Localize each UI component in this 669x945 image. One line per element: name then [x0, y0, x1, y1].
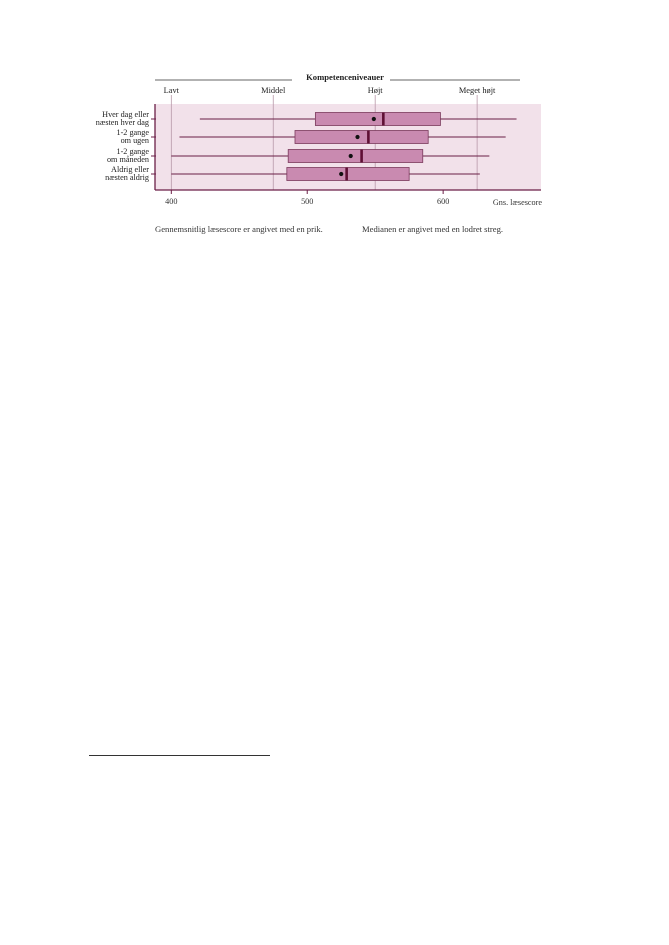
mean-dot: [348, 153, 353, 159]
mean-dot: [371, 116, 376, 122]
x-tick-label: 600: [437, 197, 449, 206]
x-axis-label: Gns. læsescore: [493, 198, 542, 207]
category-label: næsten hver dag: [96, 118, 149, 127]
box: [286, 167, 410, 181]
box: [287, 149, 424, 163]
reference-label: Middel: [261, 86, 286, 95]
category-label: næsten aldrig: [105, 173, 149, 182]
category-label: Hver dag eller: [102, 110, 149, 119]
reference-label: Lavt: [164, 86, 180, 95]
chart-title: Kompetenceniveauer: [306, 72, 384, 82]
mean-dot: [339, 171, 344, 177]
category-label: 1-2 gange: [116, 147, 149, 156]
category-label: 1-2 gange: [116, 128, 149, 137]
box: [294, 130, 429, 144]
median-note: Medianen er angivet med en lodret streg.: [362, 224, 504, 234]
category-label: Aldrig eller: [111, 165, 149, 174]
reference-label: Højt: [368, 86, 384, 95]
footnote-rule: [89, 755, 270, 756]
reference-label: Meget højt: [459, 86, 496, 95]
mean-dot: [355, 134, 360, 140]
category-label: om ugen: [121, 136, 149, 145]
x-tick-label: 400: [165, 197, 177, 206]
category-label: om måneden: [107, 155, 149, 164]
mean-note: Gennemsnitlig læsescore er angivet med e…: [155, 224, 323, 234]
box: [314, 112, 441, 126]
x-tick-label: 500: [301, 197, 313, 206]
